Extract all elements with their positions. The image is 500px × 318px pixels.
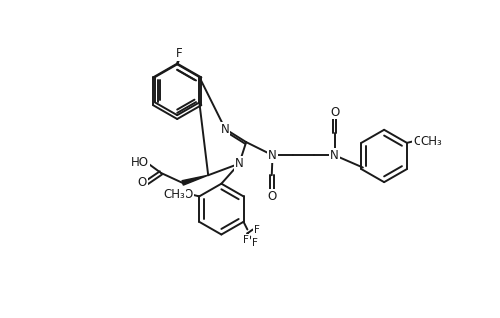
Polygon shape [182, 175, 208, 185]
Text: N: N [268, 149, 277, 162]
Text: O: O [413, 135, 422, 148]
Text: F: F [254, 225, 260, 234]
Text: N: N [235, 157, 244, 170]
Text: N: N [330, 149, 339, 162]
Text: F: F [176, 45, 182, 59]
Text: O: O [267, 190, 276, 203]
Text: CH₃: CH₃ [421, 135, 442, 148]
Text: N: N [221, 122, 230, 135]
Text: O: O [184, 188, 193, 201]
Text: F: F [243, 234, 249, 245]
Text: F: F [252, 238, 258, 248]
Text: O: O [138, 176, 147, 190]
Text: CH₃: CH₃ [164, 188, 186, 201]
Text: HO: HO [131, 156, 149, 169]
Text: O: O [330, 106, 339, 119]
Text: F: F [176, 47, 183, 60]
